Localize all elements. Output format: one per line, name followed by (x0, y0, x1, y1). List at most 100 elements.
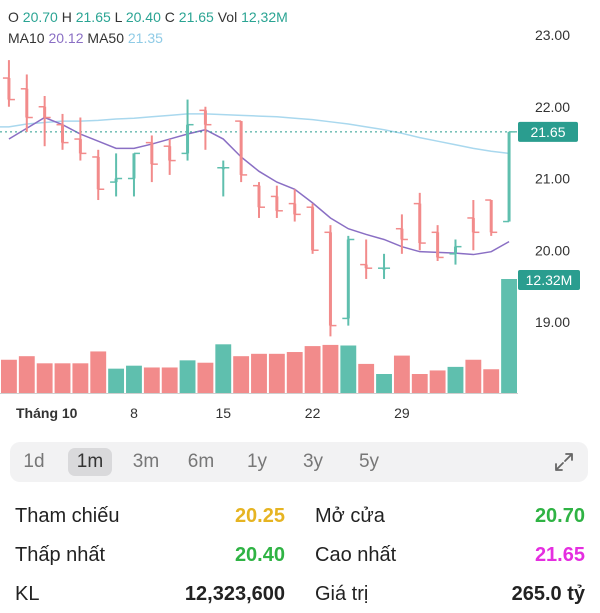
x-tick-label: 8 (130, 405, 138, 421)
stat-label: Thấp nhất (15, 544, 106, 566)
volume-bar (1, 359, 17, 393)
volume-badge-label: 12.32M (526, 272, 573, 288)
stat-label: Tham chiếu (15, 505, 120, 527)
candle-body (203, 110, 207, 125)
candle-body (453, 246, 457, 254)
candle-body (96, 156, 100, 190)
stat-label: Mở cửa (315, 505, 385, 527)
volume-bar (268, 353, 285, 393)
low-label: L (114, 9, 122, 25)
volume-bar (179, 360, 196, 393)
expand-icon[interactable] (552, 450, 576, 474)
stat-low: Thấp nhất 20.40 (15, 544, 285, 574)
stat-value: 21.65 (534, 544, 585, 566)
tab-6m[interactable]: 6m (187, 451, 215, 472)
candle-body (7, 78, 11, 100)
low-value: 20.40 (125, 9, 161, 25)
candle-body (400, 228, 404, 240)
tab-1y[interactable]: 1y (246, 451, 268, 472)
price-badge (518, 121, 578, 142)
volume-bar (304, 346, 321, 393)
candle-body (114, 178, 118, 183)
volume-bar (429, 370, 446, 393)
candle-body (418, 203, 422, 244)
candle-body (364, 264, 368, 269)
volume-bar (108, 368, 125, 393)
volume-bar (483, 369, 500, 393)
ma50-line (0, 113, 510, 155)
candle-body (471, 217, 475, 233)
candle-body (311, 207, 315, 251)
volume-bar (126, 365, 142, 393)
candle-body (186, 124, 190, 154)
volume-bar (393, 355, 410, 393)
volume-bar (36, 363, 53, 393)
stat-label: Cao nhất (315, 544, 397, 566)
volume-label: Vol (217, 9, 238, 25)
stat-reference: Tham chiếu 20.25 (15, 505, 285, 535)
volume-bar (90, 351, 107, 393)
y-tick-label: 19.00 (535, 314, 570, 330)
ohlc-readout: O 20.70 H 21.65 L 20.40 C 21.65 Vol 12,3… (8, 9, 288, 25)
volume-bar (143, 367, 160, 393)
stat-value: 265.0 tỷ (511, 583, 585, 605)
x-tick-label: 15 (215, 405, 231, 421)
close-value: 21.65 (178, 9, 214, 25)
candle-body (25, 88, 29, 118)
close-label: C (164, 9, 175, 25)
tab-3y[interactable]: 3y (302, 451, 324, 472)
candle-body (150, 142, 154, 165)
stat-open: Mở cửa 20.70 (315, 505, 585, 535)
stat-value: 20.25 (234, 505, 285, 527)
candle-body (436, 232, 440, 258)
candle-body (132, 153, 136, 179)
volume-bar (501, 279, 517, 393)
volume-bar (286, 352, 303, 393)
high-label: H (61, 9, 72, 25)
volume-bar (322, 344, 339, 393)
volume-bar (465, 359, 482, 393)
stat-value-traded: Giá trị 265.0 tỷ (315, 583, 585, 613)
candle-body (489, 200, 493, 233)
candle-body (275, 196, 279, 211)
volume-badge (518, 270, 580, 290)
stat-high: Cao nhất 21.65 (315, 544, 585, 574)
candle-body (507, 131, 511, 222)
ma10-line (8, 116, 510, 256)
volume-bar (233, 356, 250, 393)
candle-body (168, 146, 172, 161)
y-tick-label: 22.00 (535, 99, 570, 115)
volume-bar (161, 367, 178, 393)
volume-bar (447, 366, 464, 393)
tab-1m[interactable]: 1m (68, 448, 112, 476)
candle-body (328, 232, 332, 326)
volume-value: 12,32M (241, 9, 288, 25)
stat-label: Giá trị (315, 583, 369, 605)
stat-value: 20.40 (234, 544, 285, 566)
volume-bar (197, 362, 214, 393)
x-tick-label: Tháng 10 (16, 405, 78, 421)
open-value: 20.70 (22, 9, 58, 25)
volume-bar (72, 363, 89, 393)
ma10-value: 20.12 (48, 30, 84, 46)
price-chart[interactable]: 23.00 22.00 21.00 20.00 19.00 Tháng 10 8 15 22 29… (0, 0, 600, 430)
tab-3m[interactable]: 3m (132, 451, 160, 472)
tab-1d[interactable]: 1d (23, 451, 45, 472)
volume-bar (376, 374, 392, 393)
tab-5y[interactable]: 5y (358, 451, 380, 472)
volume-bar (411, 374, 428, 393)
ma50-value: 21.35 (127, 30, 163, 46)
price-badge-label: 21.65 (530, 124, 565, 140)
x-tick-label: 22 (305, 405, 321, 421)
timeframe-selector: 1d 1m 3m 6m 1y 3y 5y (10, 442, 588, 482)
y-tick-label: 20.00 (535, 242, 570, 258)
chart-area[interactable]: 23.00 22.00 21.00 20.00 19.00 Tháng 10 8 15 22 29… (0, 0, 600, 430)
stat-volume: KL 12,323,600 (15, 583, 285, 613)
volume-bar (18, 356, 35, 393)
y-tick-label: 21.00 (535, 171, 570, 187)
volume-bar (340, 345, 357, 393)
y-tick-label: 23.00 (535, 27, 570, 43)
candle-body (293, 203, 297, 215)
candle-body (78, 139, 82, 154)
volume-bar (54, 363, 71, 393)
